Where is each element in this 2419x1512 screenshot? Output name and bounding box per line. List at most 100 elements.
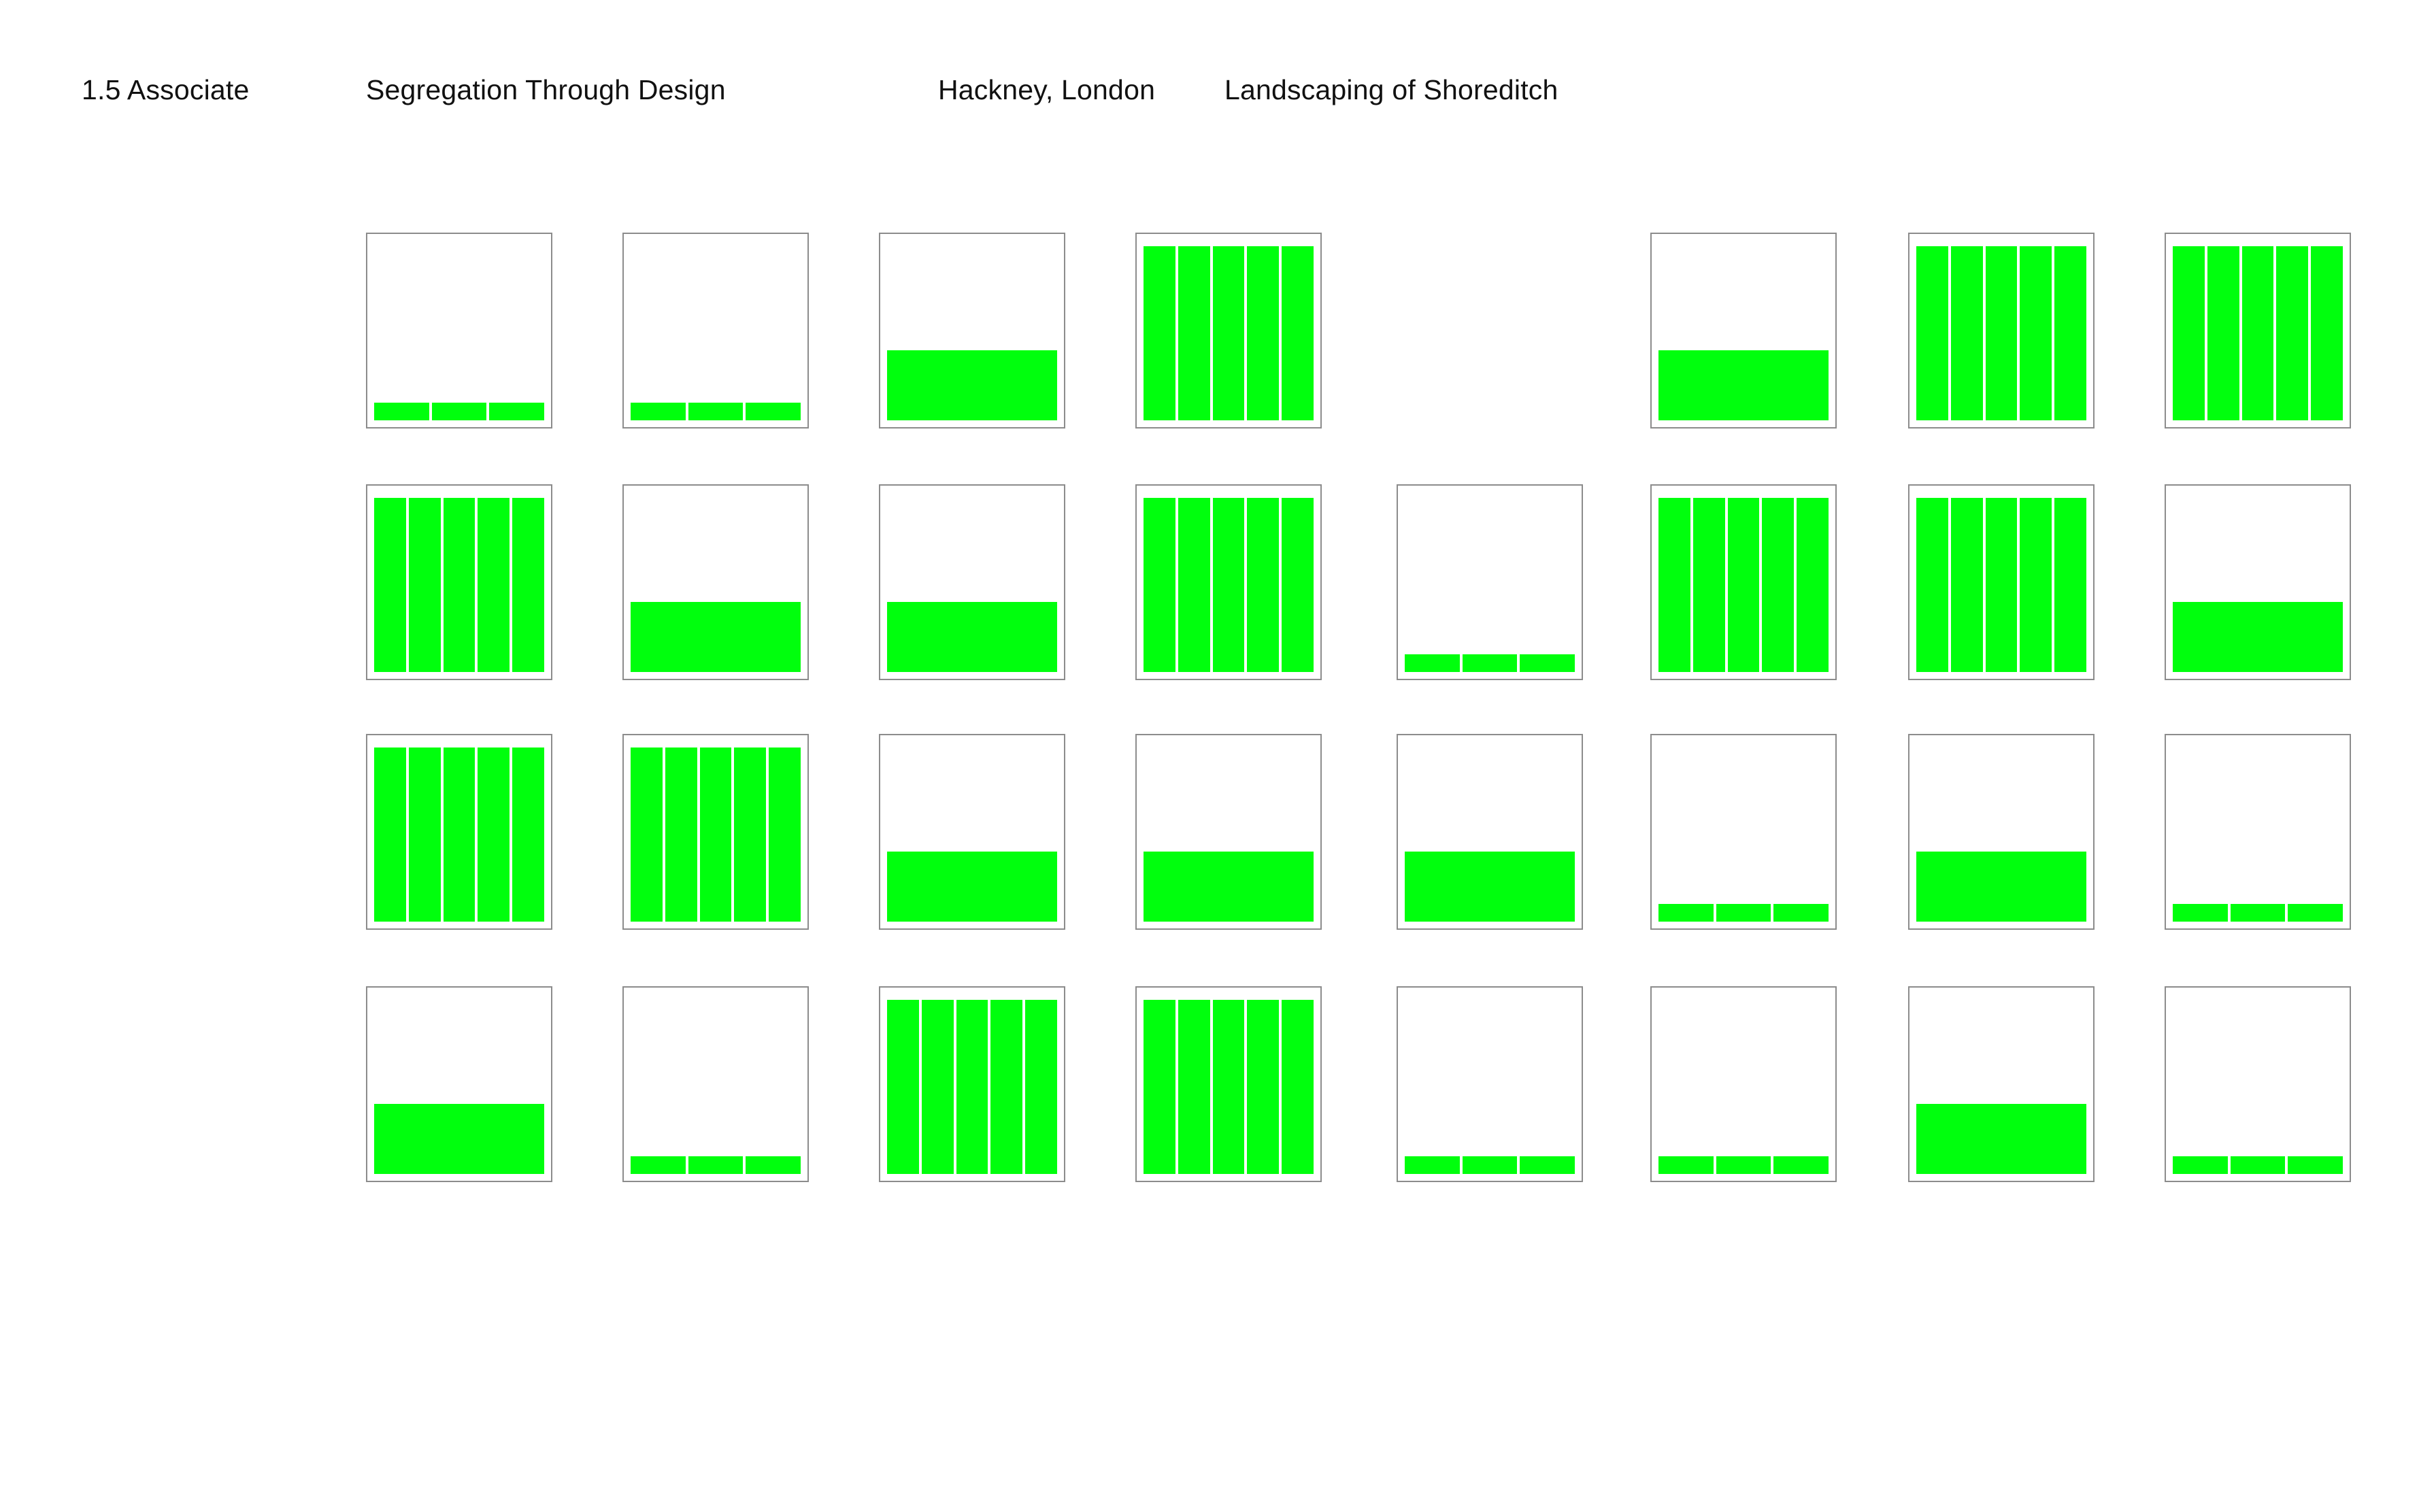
fill-bar xyxy=(1797,498,1829,672)
fill-bar xyxy=(408,747,441,922)
fill-bar xyxy=(1658,498,1690,672)
fill-bar xyxy=(1212,246,1245,420)
tile-mid xyxy=(879,734,1065,930)
fill-bar xyxy=(734,747,767,922)
fill-bar xyxy=(1658,1156,1714,1174)
fill-bar xyxy=(1282,1000,1314,1174)
fill-bar xyxy=(478,747,510,922)
tile-low xyxy=(1650,734,1837,930)
fill-bar xyxy=(1178,246,1210,420)
fill-bar xyxy=(887,1000,919,1174)
fill-bar xyxy=(2288,904,2343,922)
fill-bar xyxy=(1282,498,1314,672)
tile-mid xyxy=(622,484,809,680)
fill-bar xyxy=(2276,246,2309,420)
fill-bar xyxy=(2173,904,2228,922)
tile-mid xyxy=(879,484,1065,680)
fill-bar xyxy=(1178,498,1210,672)
fill-bar xyxy=(1462,1156,1518,1174)
fill-bar xyxy=(1247,498,1280,672)
tile-full xyxy=(366,484,552,680)
fill-bar xyxy=(1462,654,1518,672)
fill-bar xyxy=(1520,1156,1575,1174)
fill-bar xyxy=(2230,904,2286,922)
fill-bar xyxy=(1212,1000,1245,1174)
fill-bar xyxy=(2020,498,2052,672)
fill-bar xyxy=(1916,246,1948,420)
tile-mid xyxy=(879,233,1065,429)
fill-bar xyxy=(990,1000,1023,1174)
fill-bar xyxy=(2207,246,2239,420)
fill-bar xyxy=(374,1104,544,1174)
fill-bar xyxy=(921,1000,954,1174)
header-subtitle: Landscaping of Shoreditch xyxy=(1224,74,1558,105)
fill-bar xyxy=(699,747,732,922)
fill-bar xyxy=(1178,1000,1210,1174)
tile-full xyxy=(1908,233,2095,429)
fill-bar xyxy=(1762,498,1795,672)
fill-bar xyxy=(665,747,697,922)
fill-bar xyxy=(374,403,429,420)
tile-mid xyxy=(2165,484,2351,680)
fill-bar xyxy=(688,403,744,420)
fill-bar xyxy=(1985,246,2018,420)
fill-bar xyxy=(631,602,801,672)
fill-bar xyxy=(1658,350,1829,420)
fill-bar xyxy=(1405,852,1575,922)
fill-bar xyxy=(1144,246,1175,420)
fill-bar xyxy=(443,498,476,672)
fill-bar xyxy=(1716,904,1771,922)
tile-low xyxy=(1650,986,1837,1182)
fill-bar xyxy=(512,747,544,922)
fill-bar xyxy=(1405,1156,1460,1174)
fill-bar xyxy=(408,498,441,672)
header-place: Hackney, London xyxy=(938,74,1156,105)
header-section-label: 1.5 Associate xyxy=(82,74,250,105)
tile-low xyxy=(1397,484,1583,680)
fill-bar xyxy=(2173,602,2343,672)
fill-bar xyxy=(1247,1000,1280,1174)
fill-bar xyxy=(746,1156,801,1174)
fill-bar xyxy=(1025,1000,1057,1174)
tile-full xyxy=(879,986,1065,1182)
tile-mid xyxy=(366,986,552,1182)
fill-bar xyxy=(631,747,663,922)
fill-bar xyxy=(374,498,406,672)
tile-low xyxy=(2165,734,2351,930)
tile-full xyxy=(2165,233,2351,429)
fill-bar xyxy=(1520,654,1575,672)
fill-bar xyxy=(431,403,487,420)
fill-bar xyxy=(1773,1156,1829,1174)
tile-low xyxy=(366,233,552,429)
fill-bar xyxy=(1144,852,1314,922)
tile-full xyxy=(1135,484,1322,680)
tile-low xyxy=(2165,986,2351,1182)
fill-bar xyxy=(2173,246,2205,420)
fill-bar xyxy=(1985,498,2018,672)
fill-bar xyxy=(631,1156,686,1174)
fill-bar xyxy=(1773,904,1829,922)
fill-bar xyxy=(887,852,1057,922)
fill-bar xyxy=(2020,246,2052,420)
fill-bar xyxy=(1950,246,1983,420)
fill-bar xyxy=(631,403,686,420)
tile-full xyxy=(622,734,809,930)
fill-bar xyxy=(1916,1104,2086,1174)
fill-bar xyxy=(1692,498,1725,672)
fill-bar xyxy=(512,498,544,672)
fill-bar xyxy=(769,747,801,922)
tile-full xyxy=(366,734,552,930)
fill-bar xyxy=(478,498,510,672)
fill-bar xyxy=(1727,498,1760,672)
fill-bar xyxy=(443,747,476,922)
fill-bar xyxy=(2054,498,2086,672)
fill-bar xyxy=(746,403,801,420)
tile-low xyxy=(622,233,809,429)
header-title: Segregation Through Design xyxy=(366,74,726,105)
fill-bar xyxy=(2288,1156,2343,1174)
fill-bar xyxy=(2311,246,2343,420)
tile-mid xyxy=(1397,734,1583,930)
tile-full xyxy=(1908,484,2095,680)
fill-bar xyxy=(1658,904,1714,922)
tile-low xyxy=(622,986,809,1182)
